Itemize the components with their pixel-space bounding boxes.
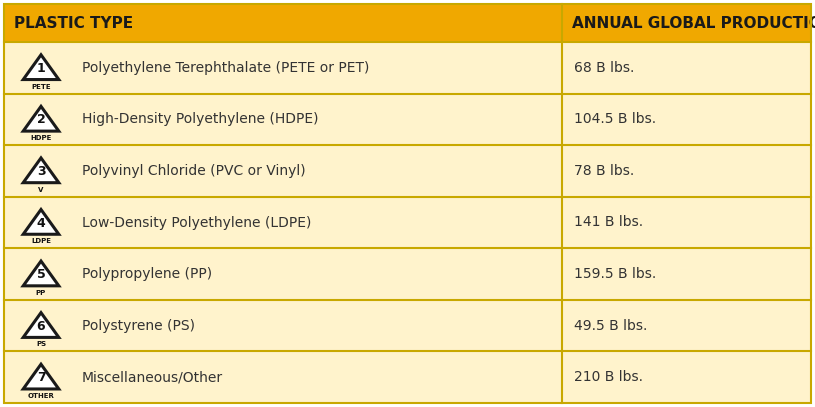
Bar [562,42,811,94]
Bar [562,145,811,197]
Text: 4: 4 [37,217,46,230]
Bar [4,145,562,197]
Text: Polyethylene Terephthalate (PETE or PET): Polyethylene Terephthalate (PETE or PET) [82,61,369,75]
Text: 2: 2 [37,114,46,127]
Text: Miscellaneous/Other: Miscellaneous/Other [82,370,223,384]
Bar [562,197,811,248]
Bar [4,197,562,248]
Text: Polyvinyl Chloride (PVC or Vinyl): Polyvinyl Chloride (PVC or Vinyl) [82,164,306,178]
Text: PLASTIC TYPE: PLASTIC TYPE [14,15,133,31]
Text: PETE: PETE [31,83,51,90]
Bar [4,4,562,42]
Bar [562,4,811,42]
Text: 78 B lbs.: 78 B lbs. [575,164,635,178]
Text: High-Density Polyethylene (HDPE): High-Density Polyethylene (HDPE) [82,112,319,126]
Text: V: V [38,187,44,193]
Bar [562,300,811,351]
Text: 141 B lbs.: 141 B lbs. [575,215,644,230]
Text: 6: 6 [37,320,46,333]
Bar [562,94,811,145]
Text: ANNUAL GLOBAL PRODUCTION: ANNUAL GLOBAL PRODUCTION [572,15,815,31]
Text: PS: PS [36,341,46,348]
Text: 1: 1 [37,62,46,75]
Text: 3: 3 [37,165,46,178]
Polygon shape [23,313,59,337]
Bar [4,248,562,300]
Polygon shape [23,210,59,234]
Text: Polystyrene (PS): Polystyrene (PS) [82,319,195,333]
Text: 7: 7 [37,371,46,384]
Text: PP: PP [36,290,46,296]
Text: 68 B lbs.: 68 B lbs. [575,61,635,75]
Bar [4,351,562,403]
Text: 5: 5 [37,268,46,281]
Polygon shape [23,106,59,131]
Text: LDPE: LDPE [31,238,51,244]
Text: 49.5 B lbs.: 49.5 B lbs. [575,319,648,333]
Polygon shape [23,55,59,79]
Text: HDPE: HDPE [30,135,51,141]
Polygon shape [23,364,59,389]
Bar [4,94,562,145]
Text: 104.5 B lbs.: 104.5 B lbs. [575,112,657,126]
Text: 210 B lbs.: 210 B lbs. [575,370,644,384]
Polygon shape [23,261,59,286]
Text: Polypropylene (PP): Polypropylene (PP) [82,267,212,281]
Bar [562,351,811,403]
Polygon shape [23,158,59,183]
Bar [562,248,811,300]
Bar [4,300,562,351]
Text: Low-Density Polyethylene (LDPE): Low-Density Polyethylene (LDPE) [82,215,311,230]
Text: 159.5 B lbs.: 159.5 B lbs. [575,267,657,281]
Bar [4,42,562,94]
Text: OTHER: OTHER [28,393,55,399]
